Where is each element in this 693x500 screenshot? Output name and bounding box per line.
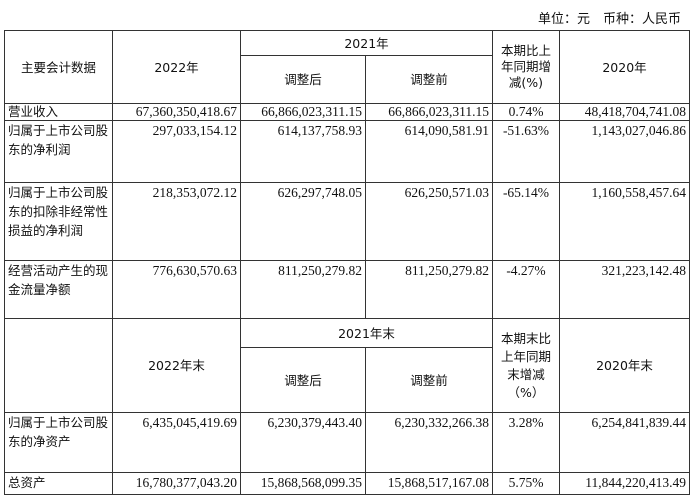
cell-2020: 1,143,027,046.86 xyxy=(559,120,690,183)
cell-2020: 11,844,220,413.49 xyxy=(559,472,690,495)
row-label: 营业收入 xyxy=(4,103,113,121)
header-item: 主要会计数据 xyxy=(4,30,113,104)
row-label: 总资产 xyxy=(4,472,113,495)
row-label: 经营活动产生的现金流量净额 xyxy=(4,260,113,319)
cell-2021-adjusted-after: 626,297,748.05 xyxy=(240,182,366,261)
cell-2021-adjusted-after: 614,137,758.93 xyxy=(240,120,366,183)
header-2021-end: 2021年末 xyxy=(240,318,493,348)
cell-2020: 321,223,142.48 xyxy=(559,260,690,319)
cell-2022: 297,033,154.12 xyxy=(112,120,241,183)
cell-2021-adjusted-before: 15,868,517,167.08 xyxy=(365,472,493,495)
header-2021: 2021年 xyxy=(240,30,493,56)
cell-2022: 6,435,045,419.69 xyxy=(112,412,241,473)
cell-change: -4.27% xyxy=(492,260,560,319)
cell-2021-adjusted-before: 66,866,023,311.15 xyxy=(365,103,493,121)
cell-2020: 6,254,841,839.44 xyxy=(559,412,690,473)
header-adjusted-after-end: 调整后 xyxy=(240,347,366,413)
cell-2021-adjusted-before: 626,250,571.03 xyxy=(365,182,493,261)
cell-2022: 776,630,570.63 xyxy=(112,260,241,319)
cell-change: -51.63% xyxy=(492,120,560,183)
table-row: 归属于上市公司股东的扣除非经常性损益的净利润 218,353,072.12 62… xyxy=(4,182,690,261)
header-2022-end: 2022年末 xyxy=(112,318,241,413)
header-change-end: 本期末比上年同期末增减（%） xyxy=(492,318,560,413)
header-2022: 2022年 xyxy=(112,30,241,104)
table-row: 归属于上市公司股东的净资产 6,435,045,419.69 6,230,379… xyxy=(4,412,690,473)
header-adjusted-before: 调整前 xyxy=(365,55,493,104)
cell-2022: 67,360,350,418.67 xyxy=(112,103,241,121)
header-row: 主要会计数据 2022年 2021年 本期比上年同期增减(%) 2020年 xyxy=(4,30,690,104)
header-adjusted-after: 调整后 xyxy=(240,55,366,104)
table-row: 归属于上市公司股东的净利润 297,033,154.12 614,137,758… xyxy=(4,120,690,183)
table-row: 总资产 16,780,377,043.20 15,868,568,099.35 … xyxy=(4,472,690,495)
cell-change: 0.74% xyxy=(492,103,560,121)
header-adjusted-before-end: 调整前 xyxy=(365,347,493,413)
cell-2021-adjusted-before: 811,250,279.82 xyxy=(365,260,493,319)
cell-2021-adjusted-after: 15,868,568,099.35 xyxy=(240,472,366,495)
cell-2020: 48,418,704,741.08 xyxy=(559,103,690,121)
header-2020: 2020年 xyxy=(559,30,690,104)
table-row: 经营活动产生的现金流量净额 776,630,570.63 811,250,279… xyxy=(4,260,690,319)
cell-2021-adjusted-before: 614,090,581.91 xyxy=(365,120,493,183)
unit-currency-note: 单位：元 币种：人民币 xyxy=(537,12,681,27)
cell-2022: 16,780,377,043.20 xyxy=(112,472,241,495)
table-row: 营业收入 67,360,350,418.67 66,866,023,311.15… xyxy=(4,103,690,121)
cell-change: 5.75% xyxy=(492,472,560,495)
cell-change: 3.28% xyxy=(492,412,560,473)
cell-2022: 218,353,072.12 xyxy=(112,182,241,261)
header-change: 本期比上年同期增减(%) xyxy=(492,30,560,104)
cell-change: -65.14% xyxy=(492,182,560,261)
key-accounting-data-table: 主要会计数据 2022年 2021年 本期比上年同期增减(%) 2020年 调整… xyxy=(4,30,690,495)
row-label: 归属于上市公司股东的净资产 xyxy=(4,412,113,473)
cell-2021-adjusted-after: 811,250,279.82 xyxy=(240,260,366,319)
row-label: 归属于上市公司股东的净利润 xyxy=(4,120,113,183)
cell-2021-adjusted-after: 66,866,023,311.15 xyxy=(240,103,366,121)
cell-2021-adjusted-before: 6,230,332,266.38 xyxy=(365,412,493,473)
header-row-period-end: 2022年末 2021年末 本期末比上年同期末增减（%） 2020年末 xyxy=(4,318,690,413)
cell-2020: 1,160,558,457.64 xyxy=(559,182,690,261)
cell-2021-adjusted-after: 6,230,379,443.40 xyxy=(240,412,366,473)
header-2020-end: 2020年末 xyxy=(559,318,690,413)
row-label: 归属于上市公司股东的扣除非经常性损益的净利润 xyxy=(4,182,113,261)
header-item-end xyxy=(4,318,113,413)
